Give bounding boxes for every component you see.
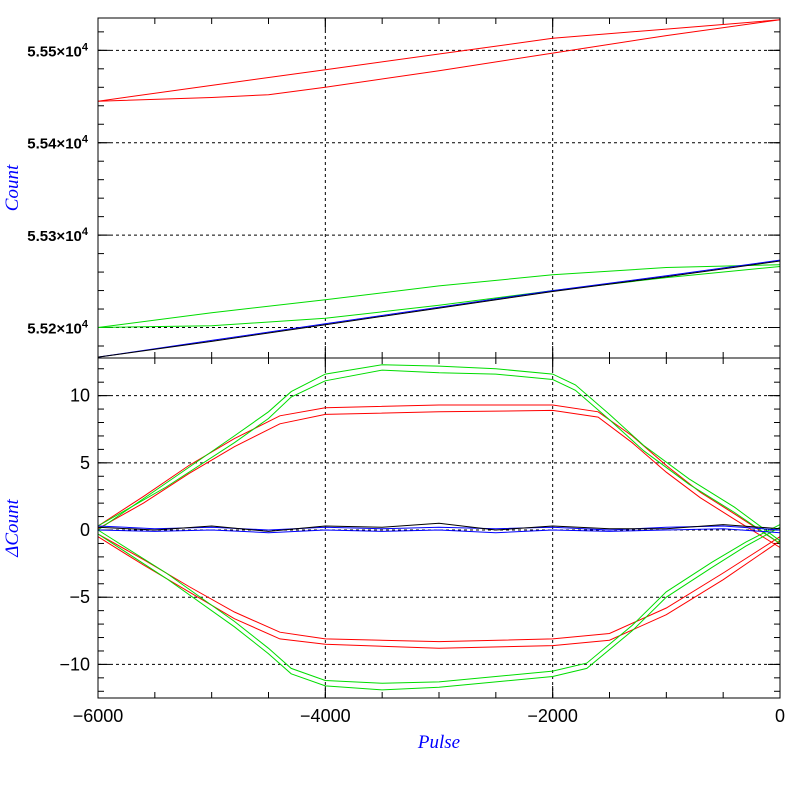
series-line — [97, 260, 781, 358]
y-tick-label: 0 — [80, 520, 90, 540]
y-tick-label: 5 — [80, 453, 90, 473]
y-tick-exponent: 4 — [82, 319, 89, 331]
top-panel: 5.52×104 5.53×104 5.54×104 5.55×104 Count — [2, 17, 781, 359]
series-line — [97, 533, 781, 643]
series-line — [97, 524, 781, 684]
bottom-panel: −10 −5 0 5 10 −6000 −4000 −2000 0 Pulse ΔCount — [2, 357, 785, 753]
series-line — [97, 266, 781, 328]
series-line — [97, 409, 781, 548]
series-line — [97, 369, 781, 544]
y-tick-label: 5.52×104 — [27, 319, 89, 338]
x-tick-label: 0 — [775, 706, 785, 726]
plot-frame — [97, 357, 781, 699]
series-line — [97, 364, 781, 542]
series-line — [97, 526, 781, 691]
x-tick-label: −4000 — [300, 706, 351, 726]
series-line — [97, 536, 781, 649]
series-line — [97, 528, 781, 534]
y-tick-label: 10 — [70, 386, 90, 406]
series-line — [97, 259, 781, 358]
series-line — [97, 522, 781, 532]
series-line — [97, 19, 781, 102]
series-line — [97, 525, 781, 531]
y-tick-label: 5.53×104 — [27, 226, 89, 245]
y-tick-label: −5 — [69, 587, 90, 607]
y-tick-exponent: 4 — [82, 41, 89, 53]
x-axis-title: Pulse — [417, 732, 460, 753]
y-axis-title: Count — [2, 164, 23, 211]
x-tick-label: −2000 — [527, 706, 578, 726]
x-tick-label: −6000 — [73, 706, 124, 726]
y-tick-exponent: 4 — [82, 134, 89, 146]
y-tick-label: 5.55×104 — [27, 41, 89, 60]
series-line — [97, 19, 781, 102]
y-tick-label: 5.54×104 — [27, 134, 89, 153]
y-tick-exponent: 4 — [82, 226, 89, 238]
series-line — [97, 404, 781, 544]
y-axis-title: ΔCount — [2, 498, 23, 557]
y-tick-label: −10 — [59, 654, 90, 674]
series-line — [97, 264, 781, 328]
